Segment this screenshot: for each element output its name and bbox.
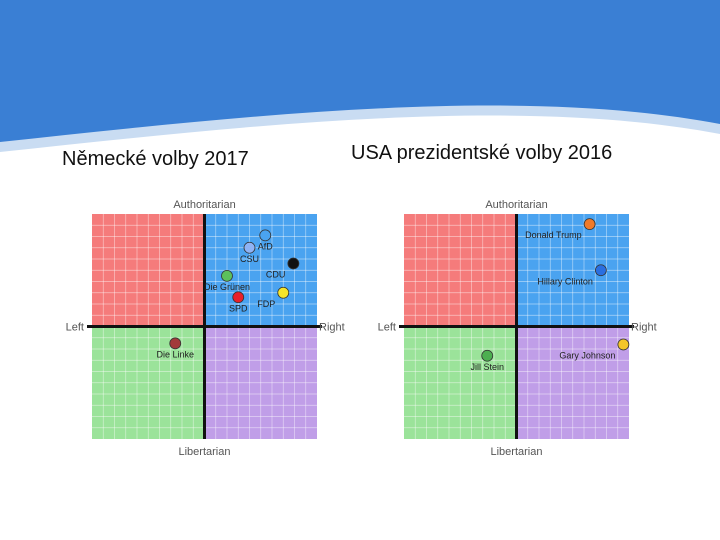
header-banner: [0, 0, 720, 152]
axis-label-right: Right: [631, 322, 657, 334]
point-label-die-gr-nen: Die Grünen: [204, 282, 250, 292]
point-die-linke: [169, 337, 182, 350]
point-label-donald-trump: Donald Trump: [525, 230, 582, 240]
slide-title-germany: Německé volby 2017: [62, 148, 249, 170]
point-label-die-linke: Die Linke: [156, 349, 194, 359]
point-gary-johnson: [617, 338, 630, 351]
axis-label-libertarian: Libertarian: [179, 446, 231, 456]
point-label-afd: AfD: [258, 241, 274, 251]
slide-title-usa: USA prezidentské volby 2016: [351, 142, 613, 164]
point-cdu: [287, 257, 300, 270]
point-fdp: [277, 286, 290, 299]
political-compass-germany: Authoritarian Libertarian Left Right AfD CSU…: [66, 199, 345, 456]
point-label-fdp: FDP: [257, 299, 275, 309]
point-afd: [259, 229, 272, 242]
point-label-hillary-clinton: Hillary Clinton: [537, 276, 593, 286]
axis-label-right: Right: [319, 322, 345, 334]
point-spd: [232, 291, 245, 304]
point-jill-stein: [481, 349, 494, 362]
point-label-csu: CSU: [240, 254, 259, 264]
point-label-gary-johnson: Gary Johnson: [559, 351, 615, 361]
point-label-jill-stein: Jill Stein: [470, 362, 504, 372]
axis-label-left: Left: [378, 322, 396, 334]
point-die-gr-nen: [221, 269, 233, 282]
banner-blue-wave: [0, 0, 720, 142]
axis-label-authoritarian: Authoritarian: [485, 199, 547, 211]
axis-label-authoritarian: Authoritarian: [173, 199, 235, 211]
point-csu: [243, 241, 256, 254]
axis-label-left: Left: [66, 322, 84, 334]
political-compass-usa: Authoritarian Libertarian Left Right Donald…: [378, 199, 657, 456]
axis-label-libertarian: Libertarian: [491, 446, 543, 456]
point-donald-trump: [583, 218, 596, 231]
point-label-spd: SPD: [229, 303, 248, 313]
point-label-cdu: CDU: [266, 270, 286, 280]
point-hillary-clinton: [594, 264, 607, 277]
